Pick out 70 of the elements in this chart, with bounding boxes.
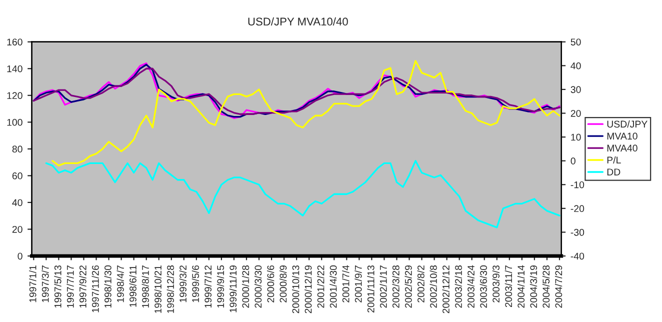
x-tick-label: 2002/12/12 (442, 266, 450, 314)
x-tick-label: 2000/1/28 (242, 265, 250, 308)
x-tick-label: 1997/1/1 (29, 265, 36, 302)
x-tick-label: 1999/3/2 (179, 266, 187, 302)
x-tick-label: 1998/4/7 (116, 266, 124, 302)
y-tick-label: 100 (7, 118, 22, 126)
x-tick-label: 2001/7/4 (342, 265, 350, 302)
x-tick-label: 1998/10/21 (154, 265, 162, 313)
x-tick-label: 2001/4/30 (330, 265, 337, 308)
x-tick-label: 2000/6/6 (267, 265, 274, 302)
x-tick-label: 2001/9/7 (354, 266, 362, 302)
x-tick-label: 2002/5/29 (404, 265, 412, 308)
x-tick-label: 2001/11/13 (367, 265, 374, 312)
y2-tick-label: -30 (570, 228, 584, 236)
x-tick-label: 2004/1/14 (517, 265, 525, 308)
y-tick-label: 20 (12, 226, 22, 233)
y-tick-label: 0 (18, 252, 22, 260)
y-tick-label: 60 (12, 172, 22, 180)
y2-tick-label: -20 (570, 205, 584, 212)
y2-tick-label: -10 (570, 181, 584, 188)
x-tick-label: 1998/8/17 (142, 266, 149, 308)
x-tick-label: 2001/2/22 (317, 266, 324, 308)
x-tick-label: 1999/5/6 (192, 265, 200, 302)
legend-label: MVA10 (607, 132, 638, 140)
y-tick-label: 120 (7, 92, 22, 100)
x-tick-label: 2000/3/30 (254, 265, 262, 308)
x-tick-label: 2003/6/30 (480, 265, 487, 308)
x-tick-label: 1998/12/28 (166, 265, 174, 313)
x-tick-label: 2000/8/9 (280, 265, 287, 302)
x-tick-label: 1997/5/13 (54, 265, 62, 308)
x-tick-label: 2002/10/8 (430, 265, 437, 308)
x-tick-label: 2002/3/28 (392, 265, 400, 308)
y-tick-label: 140 (7, 65, 22, 72)
x-tick-label: 2004/3/19 (530, 265, 538, 308)
x-tick-label: 2000/10/13 (292, 265, 300, 314)
x-tick-label: 2004/7/29 (554, 265, 562, 308)
x-tick-label: 1997/11/26 (92, 265, 99, 312)
y-tick-label: 40 (12, 199, 22, 206)
y2-tick-label: 10 (571, 134, 581, 141)
x-tick-label: 1998/6/11 (129, 265, 136, 307)
legend-label: MVA40 (607, 144, 638, 152)
x-tick-label: 1999/11/19 (229, 265, 237, 312)
x-tick-label: 2002/1/17 (380, 266, 387, 308)
y2-tick-label: 20 (570, 110, 581, 117)
line-series (45, 160, 560, 228)
x-tick-label: 2002/8/2 (417, 266, 424, 302)
y2-tick-label: 30 (570, 86, 581, 94)
x-tick-label: 1998/1/30 (104, 265, 112, 308)
x-tick-label: 2000/12/19 (304, 265, 312, 314)
legend-label: P/L (607, 156, 621, 164)
line-series (52, 60, 560, 166)
y2-tick-label: 40 (570, 62, 581, 70)
x-tick-label: 1997/7/17 (66, 266, 74, 308)
y-tick-label: 160 (7, 38, 22, 46)
x-tick-label: 1997/3/7 (42, 266, 49, 302)
x-tick-label: 1999/9/15 (216, 265, 224, 308)
legend-label: USD/JPY (607, 120, 648, 128)
x-tick-label: 1999/7/12 (204, 266, 212, 308)
x-tick-label: 1997/9/22 (79, 266, 86, 308)
x-tick-label: 2003/9/3 (492, 265, 500, 302)
x-tick-label: 2003/11/7 (504, 266, 512, 308)
chart-title: USD/JPY MVA10/40 (248, 17, 348, 26)
x-tick-label: 2003/4/24 (467, 265, 474, 308)
y2-tick-label: -40 (570, 252, 584, 260)
x-tick-label: 2003/2/18 (454, 265, 462, 308)
x-tick-label: 2004/5/28 (542, 265, 550, 308)
y2-tick-label: 50 (570, 38, 581, 46)
legend-label: DD (607, 168, 620, 176)
y-tick-label: 80 (12, 146, 22, 153)
y2-tick-label: 0 (570, 158, 576, 164)
